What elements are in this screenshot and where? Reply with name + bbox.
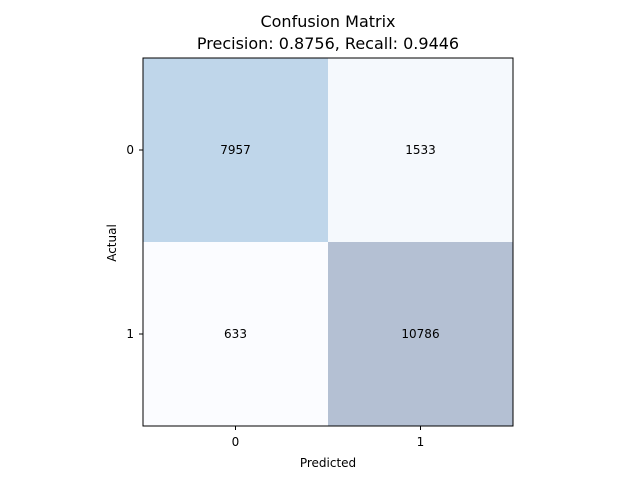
chart-subtitle: Precision: 0.8756, Recall: 0.9446 bbox=[197, 34, 459, 53]
cell-value-label: 10786 bbox=[401, 327, 439, 341]
y-axis-label: Actual bbox=[105, 224, 119, 262]
cell-value-label: 7957 bbox=[220, 143, 251, 157]
y-axis-ticks: 01 bbox=[126, 143, 143, 341]
y-tick-label: 0 bbox=[126, 143, 134, 157]
chart-title: Confusion Matrix bbox=[260, 12, 395, 31]
heatmap-cell bbox=[143, 58, 328, 242]
x-tick-label: 0 bbox=[232, 435, 240, 449]
heatmap-cells bbox=[143, 58, 513, 426]
heatmap-cell bbox=[328, 242, 513, 426]
cell-value-labels: 7957 1533 633 10786 bbox=[220, 143, 439, 341]
cell-value-label: 633 bbox=[224, 327, 247, 341]
heatmap-cell bbox=[143, 242, 328, 426]
x-tick-label: 1 bbox=[417, 435, 425, 449]
plot-frame bbox=[142, 57, 514, 427]
y-tick-label: 1 bbox=[126, 327, 134, 341]
heatmap-cell bbox=[328, 58, 513, 242]
x-axis-label: Predicted bbox=[300, 456, 356, 470]
cell-value-label: 1533 bbox=[405, 143, 436, 157]
